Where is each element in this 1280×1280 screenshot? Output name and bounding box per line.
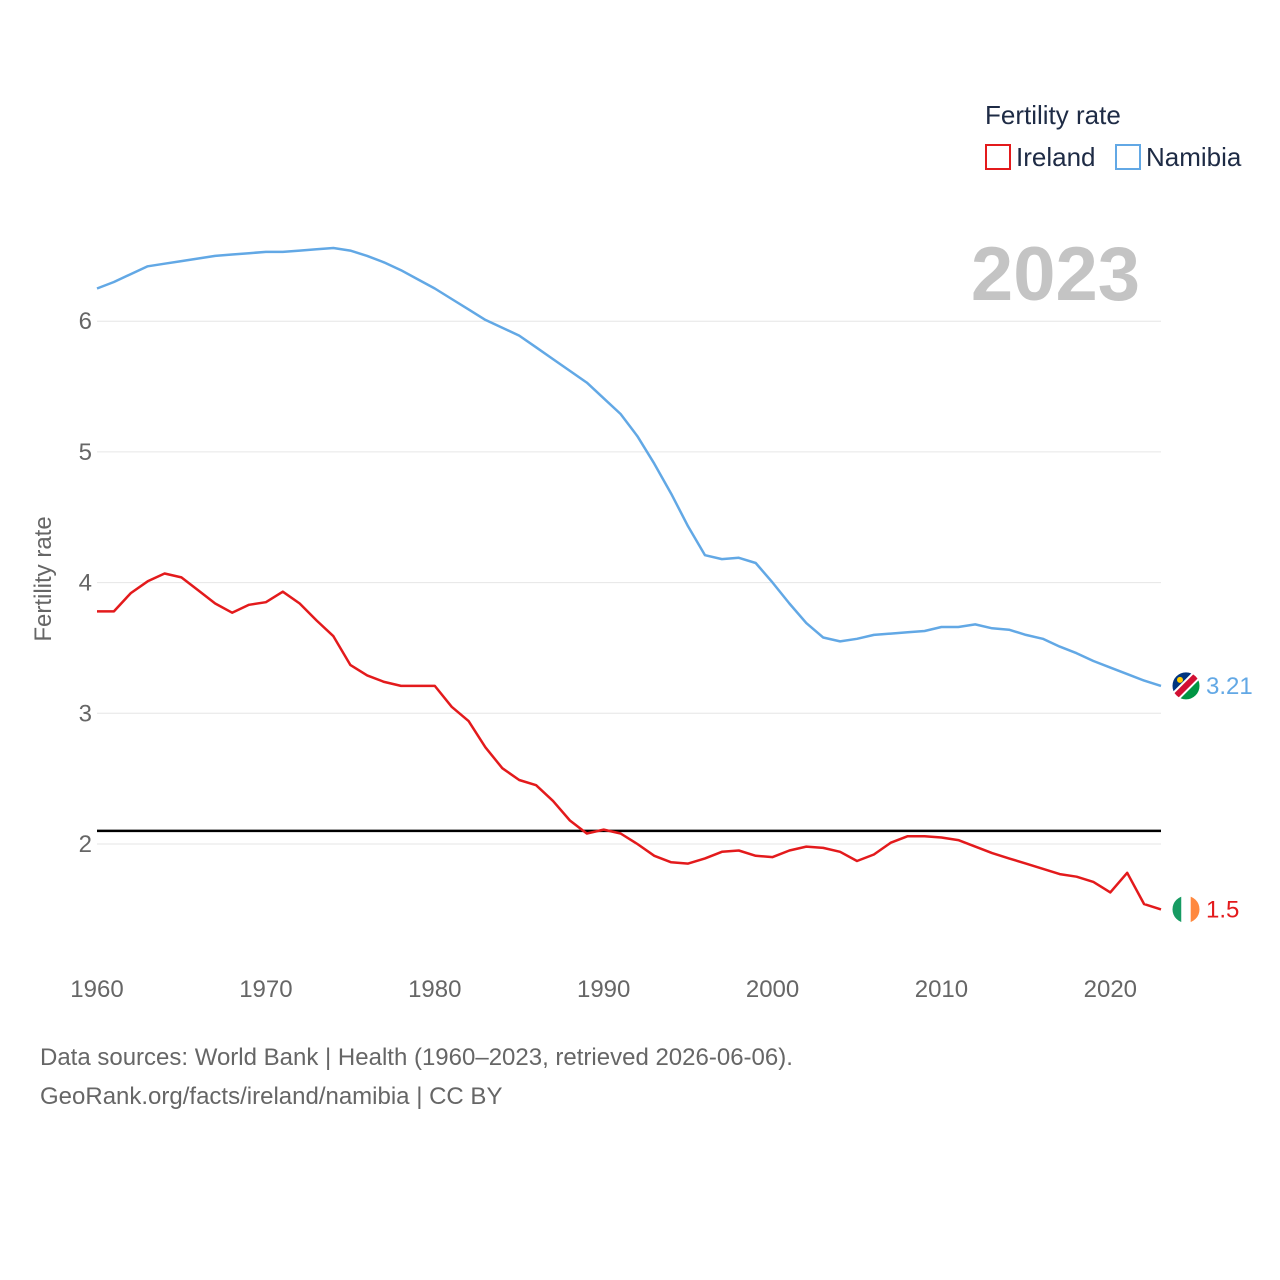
legend-label-namibia: Namibia [1146,142,1242,172]
y-axis-ticks: 2 3 4 5 6 [79,308,92,858]
y-tick-label-3: 3 [79,700,92,727]
x-tick-label-2000: 2000 [746,976,799,1003]
y-tick-label-4: 4 [79,570,92,597]
footer-data-sources: Data sources: World Bank | Health (1960–… [40,1044,793,1071]
end-value-label-ireland: 1.5 [1206,896,1239,923]
flag-sun [1177,676,1183,683]
legend-item-namibia[interactable]: Namibia [1115,142,1242,172]
x-tick-label-2020: 2020 [1084,976,1137,1003]
flag-band-orange [1190,895,1200,924]
series-lines [96,246,1162,911]
x-tick-label-1970: 1970 [239,976,292,1003]
y-tick-label-5: 5 [79,439,92,466]
series-line-namibia [96,246,1162,688]
series-line-ireland [97,572,1162,911]
x-tick-label-2010: 2010 [915,976,968,1003]
x-axis-ticks: 1960 1970 1980 1990 2000 2010 2020 [70,976,1137,1003]
footer-attribution[interactable]: GeoRank.org/facts/ireland/namibia | CC B… [40,1083,503,1110]
legend: Fertility rate Ireland Namibia [985,100,1242,172]
ireland-flag [1171,894,1201,924]
legend-swatch-namibia [1115,144,1141,170]
y-axis-title: Fertility rate [30,516,57,641]
flag-ring-namibia [1171,671,1201,701]
flag-body-namibia [1172,671,1200,700]
flag-body-ireland [1172,895,1200,924]
end-value-label-namibia: 3.21 [1206,673,1253,700]
series-end-markers: 1.5 3.21 [1171,671,1253,924]
y-tick-label-6: 6 [79,308,92,335]
legend-item-ireland[interactable]: Ireland [985,142,1096,172]
legend-swatch-ireland [985,144,1011,170]
x-tick-label-1960: 1960 [70,976,123,1003]
namibia-flag [1171,671,1201,701]
x-tick-label-1990: 1990 [577,976,630,1003]
legend-title: Fertility rate [985,100,1121,130]
current-year-label: 2023 [971,232,1140,317]
flag-band-green [1172,895,1182,924]
flag-band-white [1181,895,1191,924]
x-tick-label-1980: 1980 [408,976,461,1003]
y-tick-label-2: 2 [79,831,92,858]
legend-label-ireland: Ireland [1016,142,1096,172]
gridlines [97,320,1161,845]
flag-ring-ireland [1171,894,1201,924]
